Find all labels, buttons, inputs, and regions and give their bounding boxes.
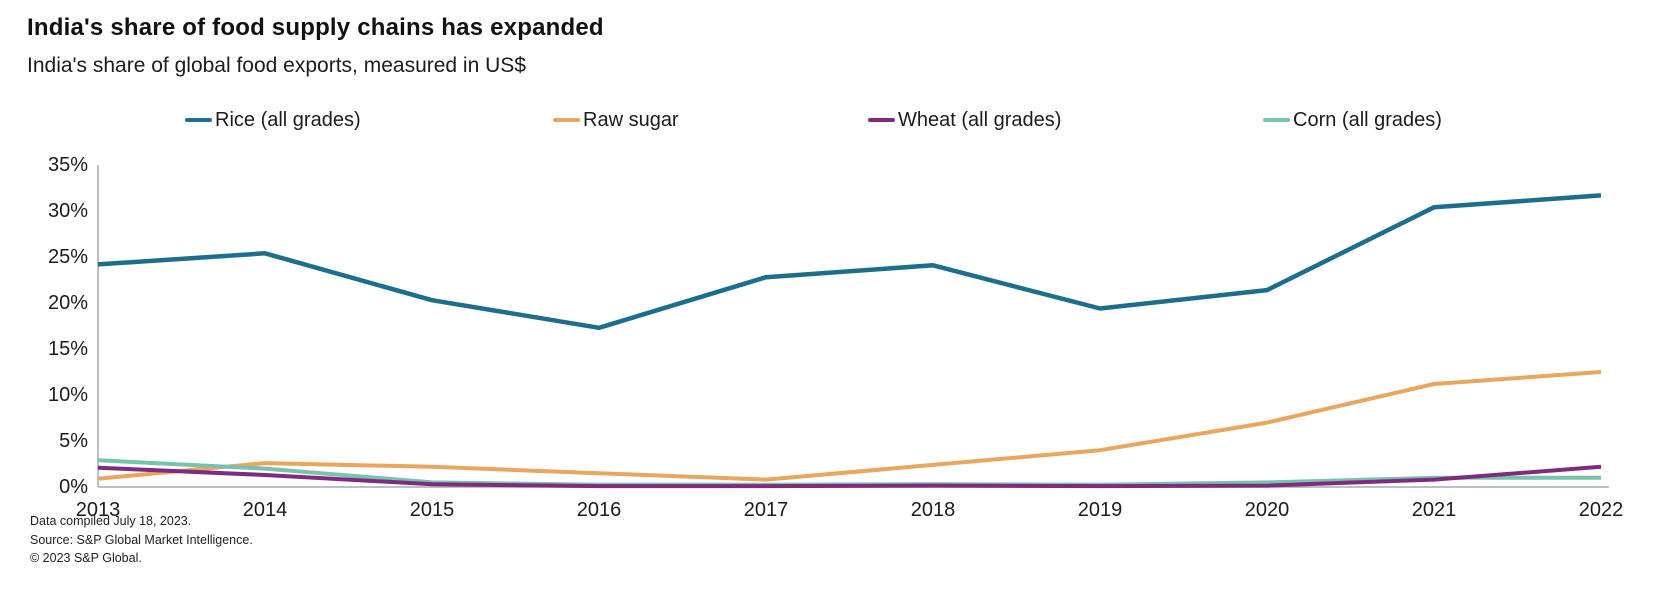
wheat-line-swatch-icon [868, 118, 895, 122]
x-axis-tick-label: 2018 [910, 499, 956, 521]
rice-line-swatch-icon [185, 118, 212, 122]
chart-title: India's share of food supply chains has … [27, 14, 604, 41]
y-axis-tick-label: 5% [59, 430, 88, 452]
y-axis-tick-label: 35% [47, 154, 88, 176]
data-compiled-note: Data compiled July 18, 2023. [30, 514, 192, 528]
x-axis-tick-label: 2017 [743, 499, 789, 521]
source-note-line: Source: S&P Global Market Intelligence. [30, 532, 253, 547]
y-axis-tick-label: 10% [47, 384, 88, 406]
legend-label-rice: Rice (all grades) [215, 108, 361, 131]
legend-item-corn: Corn (all grades) [1263, 106, 1442, 134]
x-axis-tick-label: 2013 [75, 499, 121, 521]
corn-line-swatch-icon [1263, 118, 1290, 122]
legend: Rice (all grades) Raw sugar Wheat (all g… [0, 106, 1680, 136]
series-line-raw-sugar [97, 370, 1602, 482]
chart-subtitle: India's share of global food exports, me… [27, 54, 526, 77]
source-note: Data compiled July 18, 2023. Source: S&P… [30, 512, 253, 568]
x-axis-tick-label: 2020 [1244, 499, 1290, 521]
legend-label-corn: Corn (all grades) [1293, 108, 1442, 131]
x-axis-tick-label: 2016 [576, 499, 622, 521]
legend-label-wheat: Wheat (all grades) [898, 108, 1062, 131]
y-axis-tick-label: 25% [47, 246, 88, 268]
series-line-rice-all-grades [97, 193, 1602, 331]
legend-item-raw-sugar: Raw sugar [553, 106, 679, 134]
y-axis-tick-label: 15% [47, 338, 88, 360]
copyright-note: © 2023 S&P Global. [30, 551, 142, 565]
x-axis-tick-label: 2021 [1411, 499, 1457, 521]
y-axis-tick-label: 20% [47, 292, 88, 314]
x-axis-tick-label: 2015 [409, 499, 455, 521]
legend-item-rice: Rice (all grades) [185, 106, 361, 134]
raw-sugar-line-swatch-icon [553, 118, 580, 122]
y-axis-tick-label: 30% [47, 200, 88, 222]
legend-label-raw-sugar: Raw sugar [583, 108, 679, 131]
legend-item-wheat: Wheat (all grades) [868, 106, 1061, 134]
series-line-wheat-all-grades [97, 464, 1602, 489]
x-axis-tick-label: 2014 [242, 499, 288, 521]
y-axis-tick-label: 0% [59, 476, 88, 498]
x-axis-tick-label: 2022 [1578, 499, 1624, 521]
x-axis-tick-label: 2019 [1077, 499, 1123, 521]
